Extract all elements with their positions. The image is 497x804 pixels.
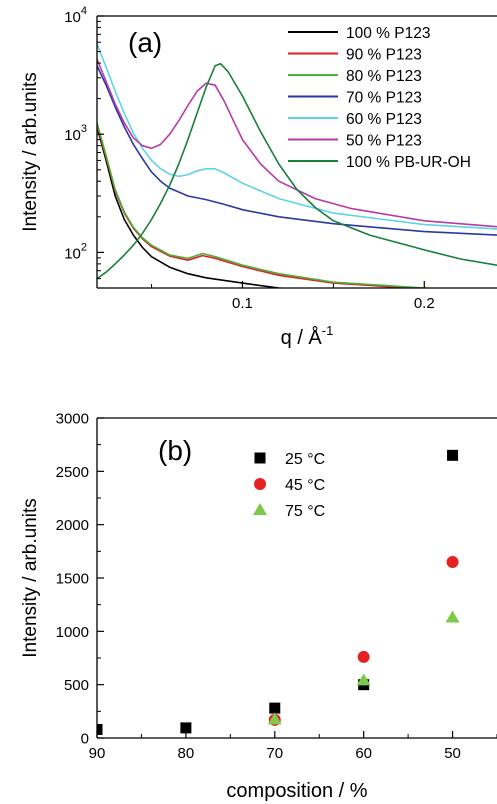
panel-a-y-tick-label: 102 [64, 241, 87, 262]
panel-b-point-series-2 [357, 650, 370, 663]
panel-a-y-axis-label: Intensity / arb.units [20, 72, 41, 231]
panel-a-x-axis-label-main: q / Å [281, 326, 323, 349]
panel-a-y-tick-label: 104 [64, 5, 87, 26]
panel-a-x-tick-label: 0.1 [232, 295, 253, 312]
panel-b-legend-label: 75 °C [285, 503, 325, 520]
panel-b-y-tick-label: 2500 [56, 464, 89, 481]
panel-b-x-tick-label: 60 [355, 745, 372, 762]
panel-b-x-tick-label: 50 [444, 745, 461, 762]
panel-a-legend-label: 60 % P123 [346, 111, 422, 128]
panel-a-x-tick-label: 0.2 [414, 295, 435, 312]
panel-b-y-tick-label: 500 [64, 677, 89, 694]
panel-b-point-series-1 [97, 723, 103, 735]
panel-b-point-series-1 [180, 722, 192, 734]
panel-b-x-tick-label: 90 [89, 745, 106, 762]
panel-b-legend-label: 45 °C [285, 477, 325, 494]
panel-a-y-tick-exponent: 4 [81, 5, 87, 17]
panel-a-series-line-1 [97, 126, 287, 288]
panel-b-y-axis-label: Intensity / arb.units [20, 498, 41, 657]
panel-b-point-series-3 [445, 610, 460, 623]
panel-a-x-axis-label: q / Å-1 [281, 323, 334, 349]
panel-a-series-line-3 [97, 122, 443, 288]
panel-a-legend-label: 100 % P123 [346, 25, 430, 42]
panel-a-legend: 100 % P123 90 % P123 80 % P123 70 % P123 60 … [288, 25, 471, 171]
panel-b-point-series-3 [267, 712, 282, 725]
panel-a-series-line-6 [97, 58, 497, 228]
panel-a-y-tick-base: 10 [64, 127, 81, 144]
panel-a-x-axis-label-sup: -1 [322, 323, 334, 338]
panel-a-series-line-4 [97, 65, 497, 236]
panel-b-point-series-2 [446, 556, 459, 568]
panel-b-label: (b) [158, 435, 192, 466]
panel-a-legend-label: 90 % P123 [346, 47, 422, 64]
panel-b-y-tick-label: 0 [81, 731, 89, 748]
panel-a-label: (a) [128, 27, 162, 58]
panel-a-legend-label: 80 % P123 [346, 68, 422, 85]
panel-b-x-tick-label: 70 [266, 745, 283, 762]
panel-b-point-series-1 [269, 702, 281, 714]
panel-b-legend-label: 25 °C [285, 451, 325, 468]
panel-b-point-series-1 [447, 449, 459, 461]
panel-b-x-axis-label: composition / % [226, 780, 367, 802]
panel-b-y-tick-label: 1000 [56, 624, 89, 641]
panel-b-legend: 25 °C 45 °C 75 °C [253, 451, 325, 520]
panel-b-legend-marker [254, 478, 266, 490]
panel-b-legend-marker [254, 452, 266, 464]
panel-a-y-tick-base: 10 [64, 9, 81, 26]
panel-b: 0 500 1000 1500 2000 2500 3000 90 80 70 60 50 (b) I… [20, 411, 497, 802]
panel-b-y-tick-label: 1500 [56, 571, 89, 588]
panel-b-x-tick-label: 80 [178, 745, 195, 762]
panel-b-points [97, 449, 460, 735]
panel-a-y-tick-exponent: 2 [81, 241, 87, 253]
panel-a-legend-label: 50 % P123 [346, 133, 422, 150]
panel-a-series-line-5 [97, 43, 497, 230]
panel-a-y-tick-label: 103 [64, 123, 87, 144]
panel-b-y-tick-label: 2000 [56, 517, 89, 534]
panel-b-ticks: 0 500 1000 1500 2000 2500 3000 90 80 70 60 50 [56, 411, 497, 762]
panel-b-point-series-3 [356, 673, 371, 686]
panel-a-series-line-7 [97, 62, 497, 280]
panel-a-y-tick-exponent: 3 [81, 123, 87, 135]
panel-b-y-tick-label: 3000 [56, 411, 89, 428]
panel-a-legend-label: 70 % P123 [346, 90, 422, 107]
panel-b-legend-marker [253, 503, 267, 515]
panel-a-y-tick-base: 10 [64, 245, 81, 262]
panel-a-legend-label: 100 % PB-UR-OH [346, 154, 471, 171]
panel-a-series [97, 43, 497, 288]
